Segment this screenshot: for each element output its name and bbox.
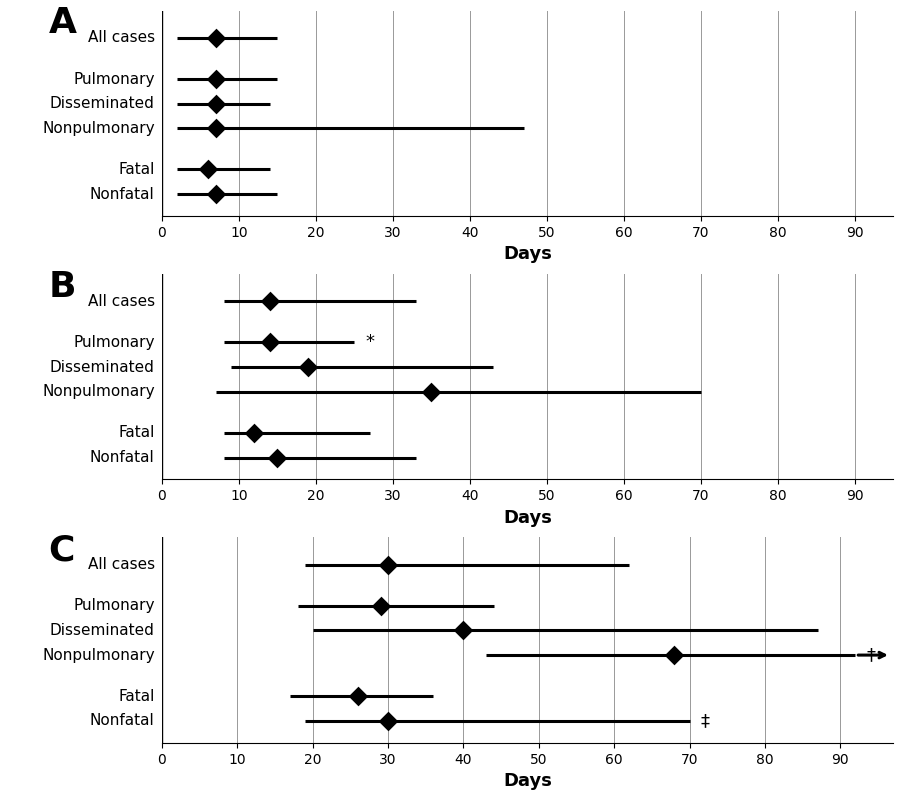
X-axis label: Days: Days bbox=[503, 772, 552, 790]
Text: Nonpulmonary: Nonpulmonary bbox=[42, 648, 155, 662]
Point bbox=[209, 188, 223, 201]
Text: All cases: All cases bbox=[87, 30, 155, 45]
Text: Fatal: Fatal bbox=[118, 162, 155, 177]
Text: Nonfatal: Nonfatal bbox=[90, 713, 155, 728]
Point bbox=[209, 73, 223, 85]
Point bbox=[374, 599, 388, 612]
Point bbox=[209, 122, 223, 135]
Text: †: † bbox=[867, 646, 876, 664]
Text: Pulmonary: Pulmonary bbox=[73, 72, 155, 87]
Point bbox=[209, 97, 223, 110]
Point bbox=[201, 163, 215, 176]
X-axis label: Days: Days bbox=[503, 245, 552, 263]
Point bbox=[456, 624, 471, 637]
Text: Disseminated: Disseminated bbox=[50, 96, 155, 112]
Text: Fatal: Fatal bbox=[118, 426, 155, 440]
Text: Disseminated: Disseminated bbox=[50, 623, 155, 638]
Text: All cases: All cases bbox=[87, 294, 155, 308]
Text: Disseminated: Disseminated bbox=[50, 359, 155, 375]
Point bbox=[263, 336, 277, 349]
Point bbox=[381, 714, 395, 727]
Text: C: C bbox=[49, 533, 75, 567]
Text: Nonfatal: Nonfatal bbox=[90, 450, 155, 465]
Point bbox=[301, 361, 315, 374]
Point bbox=[351, 690, 365, 703]
Point bbox=[270, 451, 284, 464]
Text: Fatal: Fatal bbox=[118, 689, 155, 704]
Text: Pulmonary: Pulmonary bbox=[73, 335, 155, 350]
Text: Nonpulmonary: Nonpulmonary bbox=[42, 384, 155, 399]
Text: Nonpulmonary: Nonpulmonary bbox=[42, 121, 155, 135]
Point bbox=[424, 386, 438, 398]
Text: A: A bbox=[49, 6, 76, 41]
Point bbox=[667, 649, 681, 662]
Text: *: * bbox=[366, 333, 375, 351]
Point bbox=[263, 295, 277, 308]
Text: All cases: All cases bbox=[87, 557, 155, 572]
Point bbox=[248, 426, 262, 439]
Text: Nonfatal: Nonfatal bbox=[90, 186, 155, 202]
Point bbox=[209, 32, 223, 45]
Text: B: B bbox=[49, 270, 76, 304]
Point bbox=[381, 558, 395, 571]
Text: Pulmonary: Pulmonary bbox=[73, 599, 155, 613]
X-axis label: Days: Days bbox=[503, 508, 552, 527]
Text: ‡: ‡ bbox=[701, 712, 710, 730]
